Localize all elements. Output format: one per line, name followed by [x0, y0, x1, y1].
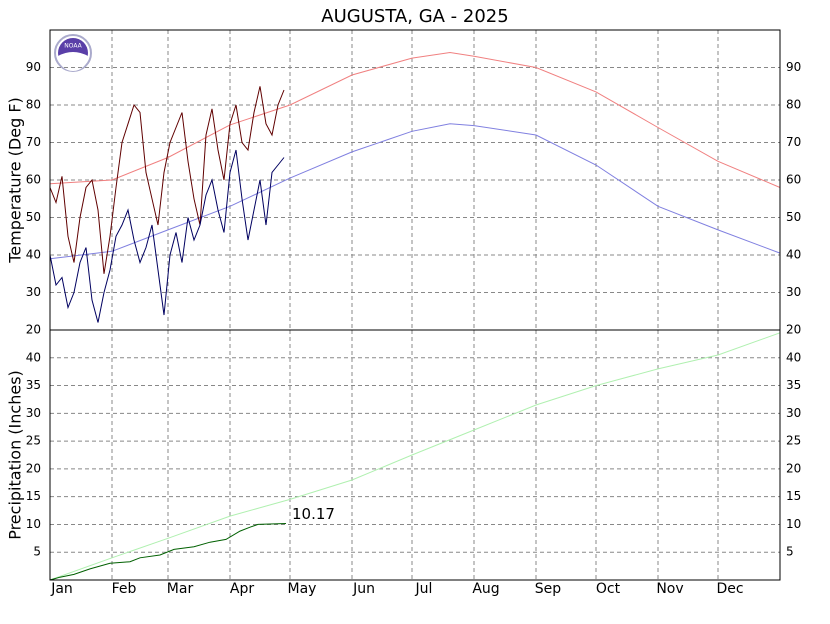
y-tick-label: 30: [26, 285, 41, 299]
y-tick-label: 70: [26, 135, 41, 149]
y-tick-label: 20: [26, 323, 41, 337]
y-tick-label-right: 70: [786, 135, 801, 149]
x-tick-label: Nov: [656, 581, 683, 597]
y-tick-label-right: 30: [786, 285, 801, 299]
y-tick-label: 80: [26, 98, 41, 112]
y-tick-label-right: 80: [786, 98, 801, 112]
x-tick-label: Aug: [472, 581, 499, 597]
annotation: 10.17: [292, 505, 335, 523]
y-tick-label-right: 25: [786, 434, 801, 448]
y-tick-label-right: 90: [786, 60, 801, 74]
y-tick-label-right: 60: [786, 173, 801, 187]
y-tick-label: 25: [26, 434, 41, 448]
series-line: [49, 523, 287, 581]
y-tick-label-right: 20: [786, 461, 801, 475]
logo-text: NOAA: [64, 43, 82, 50]
x-tick-label: Jul: [415, 581, 433, 597]
y-tick-label: 35: [26, 378, 41, 392]
noaa-logo: NOAA: [54, 34, 92, 72]
y-tick-label-right: 35: [786, 378, 801, 392]
y-tick-label: 40: [26, 350, 41, 364]
y-tick-label: 90: [26, 60, 41, 74]
y-tick-label-right: 40: [786, 350, 801, 364]
y-tick-label: 10: [26, 517, 41, 531]
series-line: [49, 86, 285, 274]
y-tick-label-right: 20: [786, 323, 801, 337]
chart-title: AUGUSTA, GA - 2025: [321, 6, 508, 27]
series-line: [49, 149, 285, 323]
y-tick-label: 5: [33, 545, 41, 559]
y-tick-label-right: 5: [786, 545, 794, 559]
series-line: [49, 332, 781, 581]
y-tick-label-right: 30: [786, 406, 801, 420]
y-tick-label: 20: [26, 461, 41, 475]
y-tick-label: 40: [26, 248, 41, 262]
y-tick-label: 60: [26, 173, 41, 187]
x-tick-label: Sep: [535, 581, 562, 597]
x-tick-label: Apr: [230, 581, 254, 597]
x-tick-label: May: [288, 581, 317, 597]
x-tick-label: Feb: [112, 581, 137, 597]
y-tick-label-right: 50: [786, 210, 801, 224]
x-tick-label: Oct: [596, 581, 621, 597]
y-tick-label-right: 40: [786, 248, 801, 262]
y-tick-label-right: 15: [786, 489, 801, 503]
series-line: [49, 123, 781, 260]
series-line: [49, 51, 781, 188]
x-tick-label: Jun: [352, 581, 375, 597]
y-tick-label: 15: [26, 489, 41, 503]
y-axis-label: Precipitation (Inches): [6, 370, 25, 540]
x-tick-label: Dec: [716, 581, 743, 597]
y-tick-label-right: 10: [786, 517, 801, 531]
y-tick-label: 50: [26, 210, 41, 224]
plot-frame: [49, 329, 781, 581]
x-tick-label: Mar: [167, 581, 194, 597]
y-tick-label: 30: [26, 406, 41, 420]
x-tick-label: Jan: [50, 581, 73, 597]
y-axis-label: Temperature (Deg F): [6, 97, 25, 264]
